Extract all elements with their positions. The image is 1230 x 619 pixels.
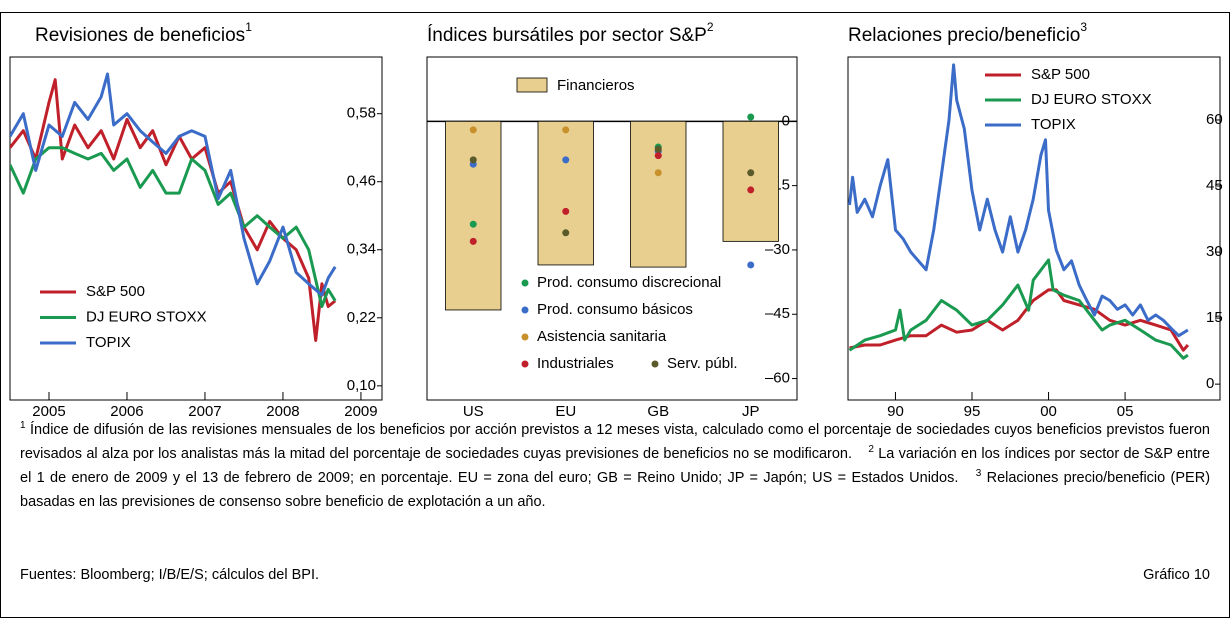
- y-tick-label: –45: [765, 305, 790, 322]
- legend-dot: [521, 333, 529, 341]
- title-text: Relaciones precio/beneficio: [848, 25, 1080, 46]
- y-tick-label: 15: [1206, 309, 1223, 326]
- title-text: Índices bursátiles por sector S&P: [427, 25, 707, 46]
- y-tick-label: 0,10: [347, 377, 376, 394]
- title-note: 3: [1080, 20, 1087, 34]
- legend-label: DJ EURO STOXX: [86, 308, 207, 325]
- x-tick-label: JP: [742, 403, 760, 420]
- x-tick-label: 2009: [344, 403, 377, 420]
- bar: [630, 120, 687, 268]
- dot: [562, 207, 570, 215]
- bar: [722, 120, 779, 242]
- legend-swatch: [516, 77, 548, 93]
- y-tick-label: 60: [1206, 111, 1223, 128]
- footnote: 1 Índice de difusión de las revisiones m…: [20, 420, 1210, 462]
- y-tick-label: 0,46: [347, 173, 376, 190]
- dot: [654, 152, 662, 160]
- legend-label: Prod. consumo discrecional: [537, 274, 721, 291]
- dot: [654, 169, 662, 177]
- chart-title: Relaciones precio/beneficio3: [848, 20, 1087, 46]
- x-tick-label: 90: [887, 403, 904, 420]
- figure-label: Gráfico 10: [1143, 567, 1210, 583]
- y-tick-label: 45: [1206, 177, 1223, 194]
- y-tick-label: 0,22: [347, 309, 376, 326]
- series-line: [10, 146, 337, 308]
- legend-label: TOPIX: [86, 334, 131, 351]
- sources: Fuentes: Bloomberg; I/B/E/S; cálculos de…: [20, 567, 320, 583]
- legend-label: Prod. consumo básicos: [537, 301, 693, 318]
- legend-dot: [521, 279, 529, 287]
- x-tick-label: 05: [1117, 403, 1134, 420]
- series-line: [10, 72, 337, 297]
- footnote: 3 Relaciones precio/beneficio (PER) basa…: [20, 468, 1211, 510]
- y-tick-label: –60: [765, 370, 790, 387]
- dot: [469, 220, 477, 228]
- dot: [469, 237, 477, 245]
- y-tick-label: 30: [1206, 243, 1223, 260]
- legend-dot: [521, 360, 529, 368]
- x-tick-label: 2008: [266, 403, 299, 420]
- dot: [562, 156, 570, 164]
- x-tick-label: 2007: [188, 403, 221, 420]
- bar: [537, 120, 594, 266]
- dot: [562, 229, 570, 237]
- x-tick-label: GB: [647, 403, 669, 420]
- y-tick-label: 0: [1206, 375, 1214, 392]
- footnote-text: La variación en los índices por sector d…: [20, 446, 1210, 486]
- legend-label: S&P 500: [1031, 66, 1090, 83]
- legend-label: Asistencia sanitaria: [537, 328, 667, 345]
- x-tick-label: US: [463, 403, 484, 420]
- legend-label: S&P 500: [86, 283, 145, 300]
- chart-title: Revisiones de beneficios1: [35, 20, 252, 46]
- legend-label: Financieros: [557, 77, 635, 94]
- legend-label: Industriales: [537, 355, 614, 372]
- series-line: [849, 288, 1190, 352]
- x-tick-label: 2006: [110, 403, 143, 420]
- title-text: Revisiones de beneficios: [35, 25, 245, 46]
- title-note: 1: [245, 20, 252, 34]
- dot: [747, 261, 755, 269]
- x-tick-label: 95: [964, 403, 981, 420]
- legend-label: TOPIX: [1031, 116, 1076, 133]
- y-tick-label: 0,58: [347, 105, 376, 122]
- dot: [469, 126, 477, 134]
- y-tick-label: –30: [765, 241, 790, 258]
- footnote-mark: 3: [975, 468, 982, 480]
- bar: [445, 120, 502, 311]
- dot: [747, 169, 755, 177]
- legend-dot: [651, 360, 659, 368]
- y-tick-label: 0,34: [347, 241, 376, 258]
- footnotes: 1 Índice de difusión de las revisiones m…: [20, 418, 1210, 514]
- footnote-mark: 1: [20, 420, 26, 432]
- dot: [469, 156, 477, 164]
- x-tick-label: 00: [1040, 403, 1057, 420]
- series-line: [848, 258, 1189, 360]
- chart-title: Índices bursátiles por sector S&P2: [427, 20, 714, 46]
- legend-dot: [521, 306, 529, 314]
- dot: [747, 186, 755, 194]
- plot-frame: [9, 56, 383, 401]
- footnote-mark: 2: [868, 444, 874, 456]
- series-line: [848, 63, 1189, 338]
- footnote-text: Índice de difusión de las revisiones men…: [20, 422, 1210, 462]
- dot: [562, 126, 570, 134]
- x-tick-label: 2005: [32, 403, 65, 420]
- legend-label: Serv. públ.: [667, 355, 738, 372]
- legend-label: DJ EURO STOXX: [1031, 91, 1152, 108]
- dot: [654, 145, 662, 153]
- dot: [747, 113, 755, 121]
- plot-frame: [847, 56, 1221, 401]
- footnote: 2 La variación en los índices por sector…: [20, 444, 1210, 486]
- footnote-text: Relaciones precio/beneficio (PER) basada…: [20, 470, 1211, 510]
- x-tick-label: EU: [555, 403, 576, 420]
- title-note: 2: [707, 20, 714, 34]
